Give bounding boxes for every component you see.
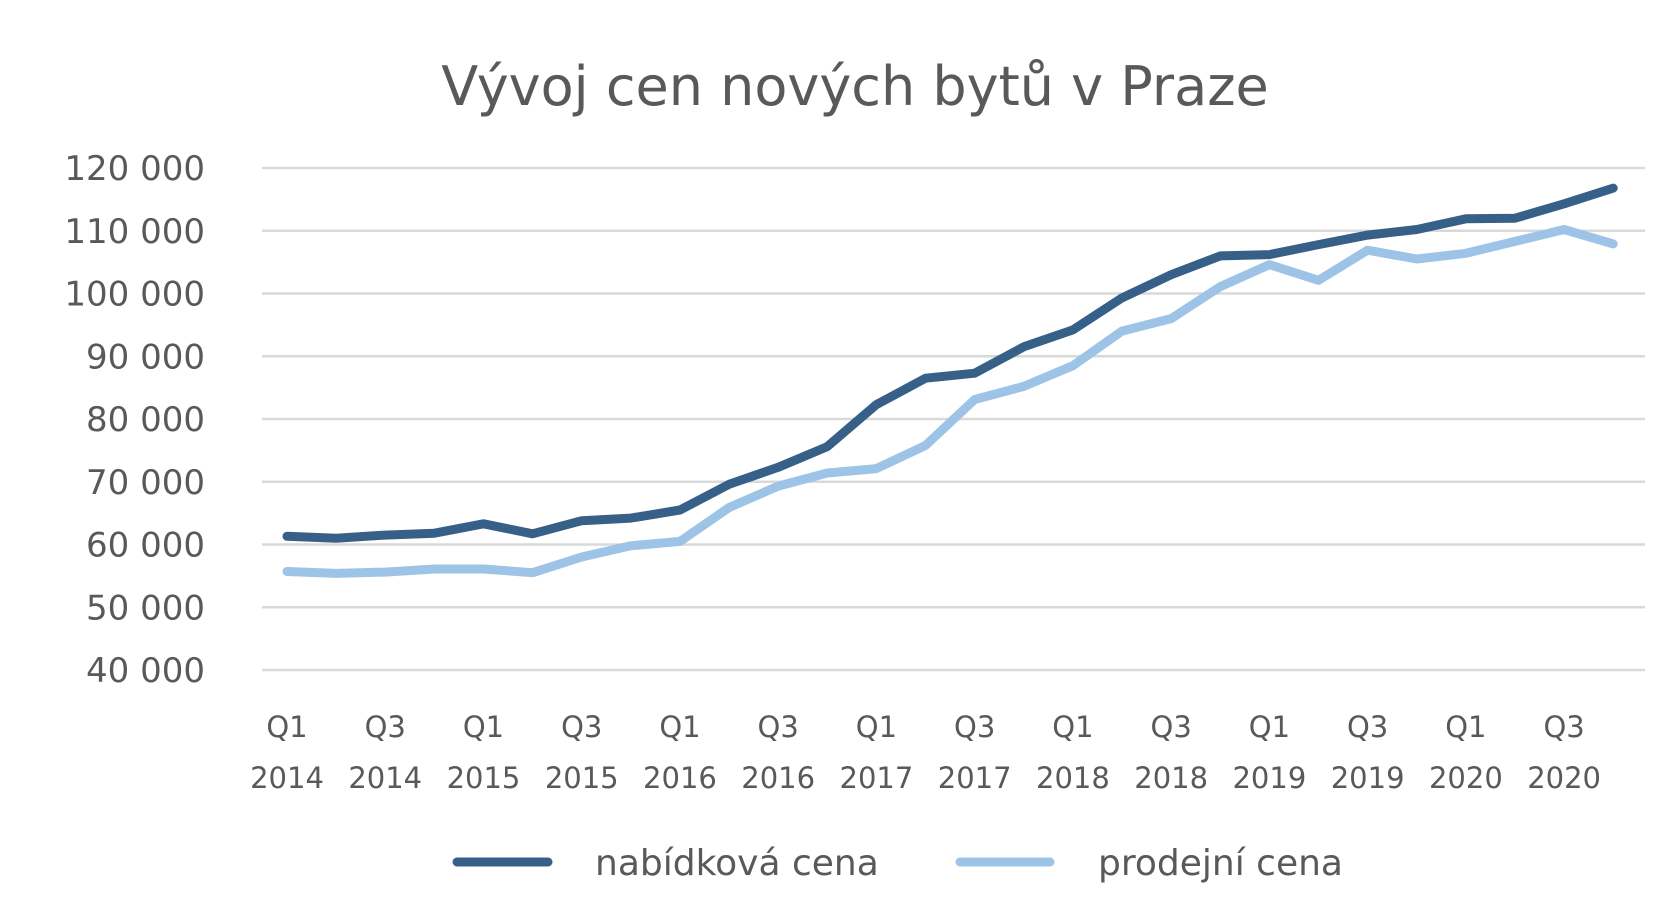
- x-tick-label-quarter: Q1: [463, 710, 504, 744]
- x-tick-label-year: 2014: [348, 761, 422, 795]
- y-tick-label: 110 000: [64, 212, 205, 252]
- x-tick-label-year: 2019: [1331, 761, 1405, 795]
- y-tick-label: 40 000: [86, 651, 205, 691]
- x-tick-label-year: 2018: [1036, 761, 1110, 795]
- x-tick-label-quarter: Q3: [365, 710, 406, 744]
- y-tick-label: 120 000: [64, 149, 205, 189]
- x-tick-label-year: 2020: [1429, 761, 1503, 795]
- x-tick-label-quarter: Q3: [954, 710, 995, 744]
- y-tick-label: 80 000: [86, 400, 205, 440]
- x-tick-label-quarter: Q3: [1543, 710, 1584, 744]
- x-tick-label-year: 2020: [1527, 761, 1601, 795]
- x-tick-label-year: 2015: [545, 761, 619, 795]
- x-tick-label-quarter: Q3: [561, 710, 602, 744]
- legend-label: nabídková cena: [595, 843, 879, 884]
- x-axis-tick-labels: Q1 2014 Q3 2014 Q1 2015 Q3 2015 Q1 2016 Q3 2016 Q1 20…: [250, 710, 1601, 795]
- series-line-prodejni-cena: [282, 225, 1618, 578]
- y-tick-label: 70 000: [86, 463, 205, 503]
- y-tick-label: 100 000: [64, 275, 205, 315]
- x-tick-label-quarter: Q3: [1151, 710, 1192, 744]
- legend: nabídková cena prodejní cena: [452, 843, 1343, 884]
- series-lines: [282, 183, 1618, 578]
- chart-title: Vývoj cen nových bytů v Praze: [441, 55, 1269, 118]
- x-tick-label-quarter: Q1: [1052, 710, 1093, 744]
- x-tick-label-year: 2019: [1232, 761, 1306, 795]
- x-tick-label-year: 2017: [938, 761, 1012, 795]
- x-tick-label-quarter: Q1: [1445, 710, 1486, 744]
- x-tick-label-quarter: Q1: [266, 710, 307, 744]
- series-line-nabidkova-cena: [282, 183, 1618, 543]
- x-tick-label-year: 2016: [643, 761, 717, 795]
- x-tick-label-quarter: Q3: [758, 710, 799, 744]
- x-tick-label-quarter: Q1: [659, 710, 700, 744]
- x-tick-label-quarter: Q3: [1347, 710, 1388, 744]
- y-axis-tick-labels: 40 000 50 000 60 000 70 000 80 000 90 000 100 …: [64, 149, 205, 691]
- x-tick-label-year: 2016: [741, 761, 815, 795]
- x-tick-label-year: 2015: [447, 761, 521, 795]
- x-tick-label-quarter: Q1: [856, 710, 897, 744]
- legend-label: prodejní cena: [1098, 843, 1343, 884]
- x-tick-label-quarter: Q1: [1249, 710, 1290, 744]
- x-tick-label-year: 2017: [840, 761, 914, 795]
- y-tick-label: 90 000: [86, 337, 205, 377]
- y-tick-label: 50 000: [86, 588, 205, 628]
- y-tick-label: 60 000: [86, 526, 205, 566]
- x-tick-label-year: 2014: [250, 761, 324, 795]
- x-tick-label-year: 2018: [1134, 761, 1208, 795]
